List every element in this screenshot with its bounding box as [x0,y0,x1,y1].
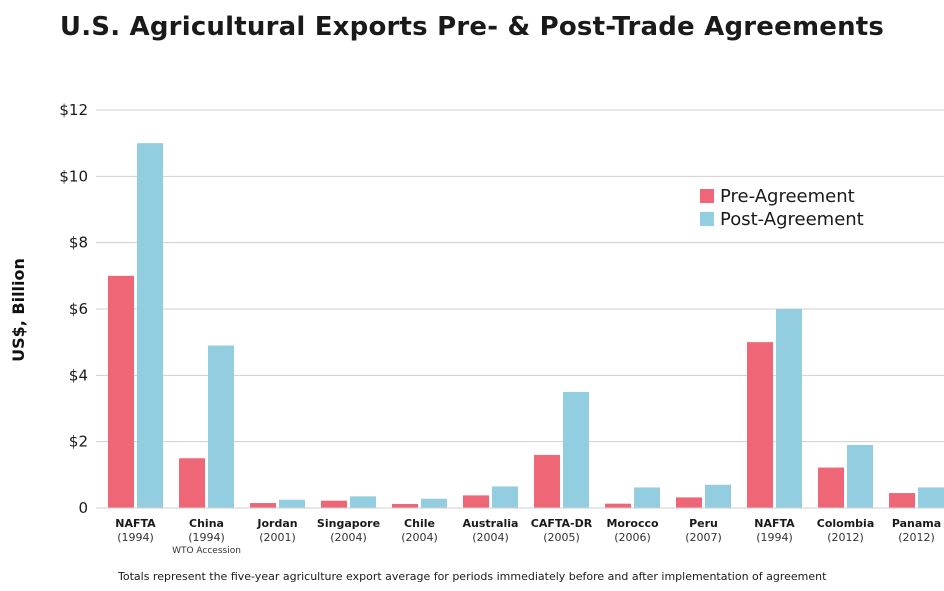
y-tick-label: $10 [59,167,88,185]
bar-pre-agreement [605,503,631,508]
x-tick-label: China [189,517,224,530]
x-tick-year: (1994) [117,531,154,544]
bar-pre-agreement [534,454,560,508]
bar-post-agreement [918,487,944,508]
bar-pre-agreement [179,458,205,508]
bar-post-agreement [208,345,234,508]
x-tick-label: Colombia [817,517,875,530]
bar-post-agreement [421,498,447,508]
x-tick-year: (2012) [827,531,864,544]
legend-label-pre: Pre-Agreement [720,186,855,207]
y-axis-ticks: 0 $2 $4 $6 $8 $10 $12 [59,101,88,517]
x-tick-year: (2001) [259,531,296,544]
x-tick-label: Jordan [256,517,297,530]
y-tick-label: 0 [78,499,88,517]
legend-swatch-post [700,212,714,226]
chart-title: U.S. Agricultural Exports Pre- & Post-Tr… [59,12,885,42]
bar-post-agreement [350,496,376,508]
bar-pre-agreement [818,467,844,508]
x-tick-label: NAFTA [115,517,156,530]
y-axis-label: US$, Billion [9,258,28,362]
bar-pre-agreement [463,495,489,508]
legend-swatch-pre [700,189,714,203]
bar-post-agreement [279,499,305,508]
bar-post-agreement [705,484,731,508]
legend-label-post: Post-Agreement [720,209,864,230]
footnote: Totals represent the five-year agricultu… [117,570,827,583]
bar-pre-agreement [676,497,702,508]
bar-post-agreement [847,444,873,508]
x-tick-label: Peru [689,517,718,530]
bar-pre-agreement [889,493,915,508]
x-tick-year: (2004) [472,531,509,544]
x-tick-year: (1994) [756,531,793,544]
bar-pre-agreement [108,275,134,508]
x-tick-year: (2007) [685,531,722,544]
bars [96,143,944,509]
y-tick-label: $6 [69,300,88,318]
bar-pre-agreement [747,342,773,508]
bar-post-agreement [563,391,589,508]
bar-post-agreement [492,486,518,508]
bar-pre-agreement [250,503,276,508]
x-tick-note: WTO Accession [172,546,241,556]
y-tick-label: $2 [69,433,88,451]
bar-pre-agreement [321,500,347,508]
x-tick-year: (2004) [401,531,438,544]
x-axis-ticks: NAFTA(1994)China(1994)WTO AccessionJorda… [115,517,941,556]
x-tick-year: (1994) [188,531,225,544]
x-tick-year: (2012) [898,531,935,544]
x-tick-year: (2005) [543,531,580,544]
x-tick-label: Morocco [606,517,659,530]
bar-post-agreement [137,143,163,508]
x-tick-label: NAFTA [754,517,795,530]
x-tick-label: Singapore [317,517,380,530]
bar-post-agreement [634,487,660,508]
gridlines [96,109,944,443]
x-tick-label: Chile [404,517,435,530]
x-tick-year: (2004) [330,531,367,544]
x-tick-year: (2006) [614,531,651,544]
y-tick-label: $8 [69,234,88,252]
bar-post-agreement [776,309,802,508]
x-tick-label: Panama [892,517,941,530]
x-tick-label: CAFTA-DR [531,517,593,530]
x-tick-label: Australia [463,517,519,530]
bar-pre-agreement [392,504,418,508]
y-tick-label: $12 [59,101,88,119]
y-tick-label: $4 [69,366,88,384]
